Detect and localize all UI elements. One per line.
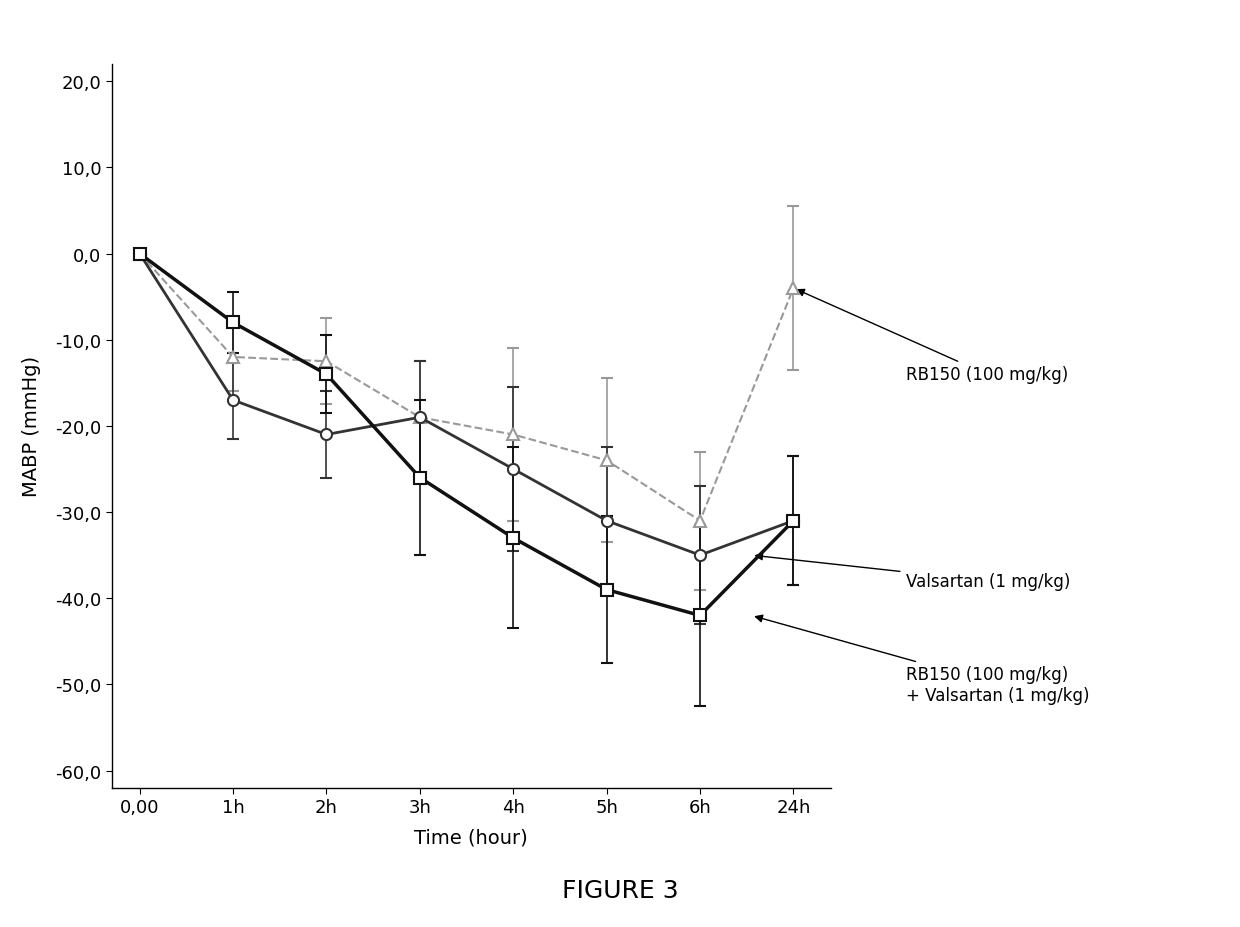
- Text: RB150 (100 mg/kg)
+ Valsartan (1 mg/kg): RB150 (100 mg/kg) + Valsartan (1 mg/kg): [755, 616, 1089, 704]
- X-axis label: Time (hour): Time (hour): [414, 828, 528, 846]
- Text: FIGURE 3: FIGURE 3: [562, 878, 678, 902]
- Text: Valsartan (1 mg/kg): Valsartan (1 mg/kg): [755, 553, 1070, 590]
- Text: RB150 (100 mg/kg): RB150 (100 mg/kg): [797, 290, 1068, 384]
- Y-axis label: MABP (mmHg): MABP (mmHg): [22, 356, 41, 497]
